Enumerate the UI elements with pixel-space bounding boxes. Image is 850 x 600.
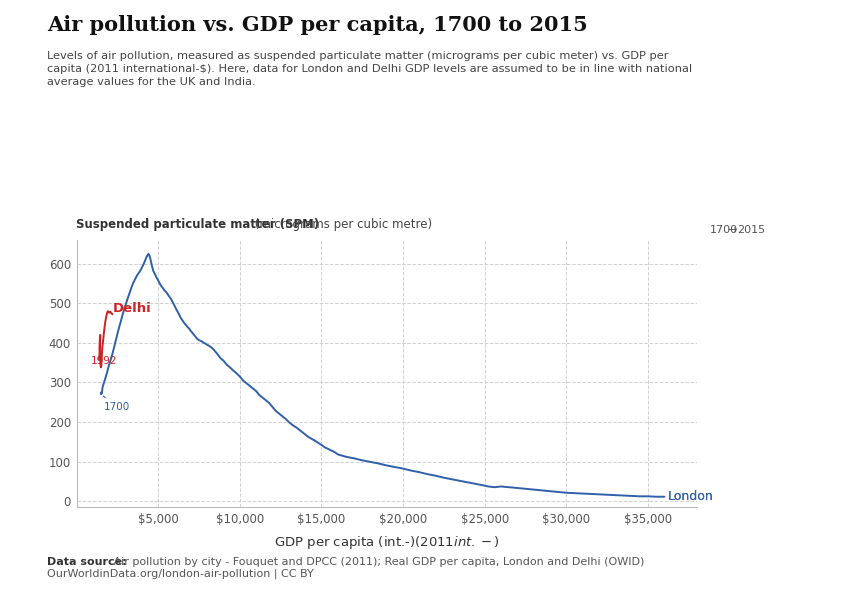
Text: average values for the UK and India.: average values for the UK and India. <box>47 77 255 88</box>
Text: →: → <box>728 225 737 235</box>
Text: Levels of air pollution, measured as suspended particulate matter (micrograms pe: Levels of air pollution, measured as sus… <box>47 51 668 61</box>
Text: in Data: in Data <box>751 30 800 43</box>
Text: 1700: 1700 <box>103 396 131 412</box>
Text: OurWorldinData.org/london-air-pollution | CC BY: OurWorldinData.org/london-air-pollution … <box>47 569 314 580</box>
Text: Our World: Our World <box>742 14 809 27</box>
Text: London: London <box>667 490 713 503</box>
Text: Air pollution vs. GDP per capita, 1700 to 2015: Air pollution vs. GDP per capita, 1700 t… <box>47 15 587 35</box>
Text: capita (2011 international-$). Here, data for London and Delhi GDP levels are as: capita (2011 international-$). Here, dat… <box>47 64 692 74</box>
Text: London: London <box>667 490 713 503</box>
Text: 1700: 1700 <box>710 225 738 235</box>
Text: 2015: 2015 <box>737 225 765 235</box>
Text: (micrograms per cubic metre): (micrograms per cubic metre) <box>251 218 432 231</box>
Text: Suspended particulate matter (SPM): Suspended particulate matter (SPM) <box>76 218 320 231</box>
Text: Delhi: Delhi <box>113 302 151 314</box>
Text: 1992: 1992 <box>91 356 117 365</box>
X-axis label: GDP per capita (int.-$) (2011 int.-$): GDP per capita (int.-$) (2011 int.-$) <box>274 534 500 551</box>
Text: Data source:: Data source: <box>47 557 127 567</box>
Text: Air pollution by city - Fouquet and DPCC (2011); Real GDP per capita, London and: Air pollution by city - Fouquet and DPCC… <box>110 557 644 567</box>
